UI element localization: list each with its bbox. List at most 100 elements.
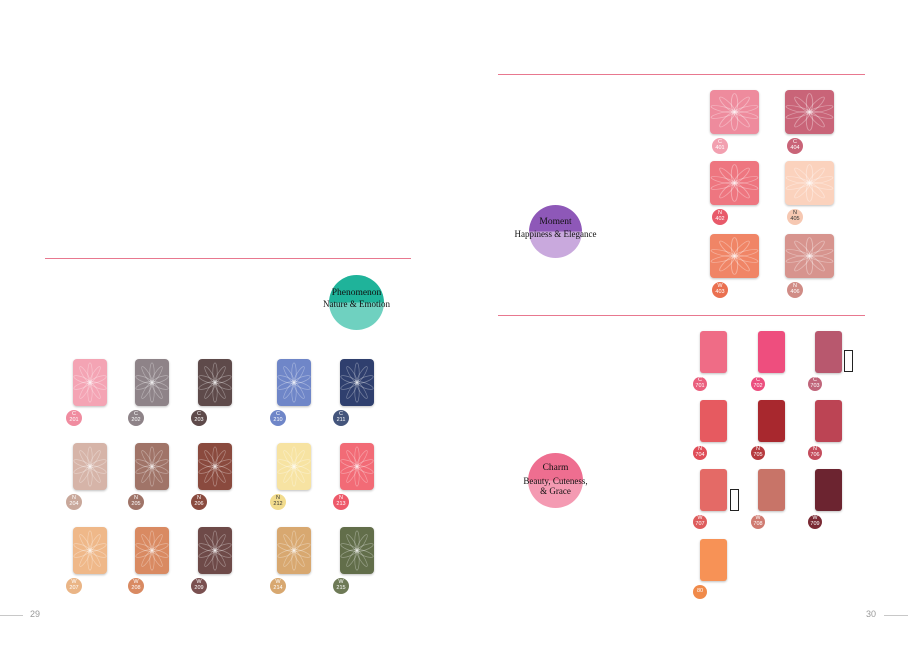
shade-number: 204: [69, 501, 79, 507]
shade-dot: N 405: [787, 209, 803, 225]
charm-subtitle-line2: & Grace: [540, 485, 571, 496]
eyeshadow-swatch: [340, 527, 374, 574]
shade-dot: W 214: [270, 578, 286, 594]
phenomenon-title: Phenomenon: [331, 287, 382, 298]
shade-code: N: [793, 210, 797, 217]
shade-dot: W 208: [128, 578, 144, 594]
shade-number: 709: [810, 521, 820, 527]
shade-number: 207: [69, 585, 79, 591]
shade-number: 215: [336, 585, 346, 591]
eyeshadow-swatch: [198, 359, 232, 406]
eyeshadow-swatch: [277, 527, 311, 574]
right-middle-rule: [498, 315, 865, 316]
shade-code: W: [812, 515, 818, 522]
shade-code: N: [813, 446, 817, 453]
shade-dot: N 706: [808, 446, 822, 460]
shade-dot: C 702: [751, 377, 765, 391]
shade-code: W: [275, 579, 281, 586]
shade-code: W: [697, 515, 703, 522]
shade-code: W: [717, 283, 723, 290]
shade-code: C: [698, 377, 702, 384]
lipstick-swatch: [700, 400, 727, 442]
charm-subtitle-line1: Beauty, Cuteness,: [523, 475, 588, 486]
shade-number: 212: [273, 501, 283, 507]
eyeshadow-swatch: [340, 359, 374, 406]
shade-dot: N 704: [693, 446, 707, 460]
left-top-rule: [45, 258, 411, 259]
right-page-number: 30: [866, 609, 877, 619]
shade-number: 201: [69, 417, 79, 423]
shade-code: C: [197, 411, 201, 418]
lipstick-swatch: [815, 469, 842, 511]
shade-dot: C 701: [693, 377, 707, 391]
shade-dot: N 402: [712, 209, 728, 225]
shade-number: 206: [194, 501, 204, 507]
eyeshadow-swatch: [340, 443, 374, 490]
lipstick-swatch: [700, 469, 727, 511]
eyeshadow-swatch: [135, 527, 169, 574]
shade-number: 211: [336, 417, 346, 423]
shade-code: C: [718, 139, 722, 146]
shade-dot: W 215: [333, 578, 349, 594]
shade-dot: W 707: [693, 515, 707, 529]
shade-dot: W 709: [808, 515, 822, 529]
shade-code: N: [339, 495, 343, 502]
shade-number: 701: [695, 383, 705, 389]
eyeshadow-swatch: [277, 443, 311, 490]
shade-code: W: [71, 579, 77, 586]
eyeshadow-swatch: [135, 443, 169, 490]
shade-dot: 80: [693, 585, 707, 599]
shade-dot: N 212: [270, 494, 286, 510]
shade-number: 213: [336, 501, 346, 507]
shade-number: 403: [715, 289, 725, 295]
eyeshadow-swatch: [198, 443, 232, 490]
shade-number: 214: [273, 585, 283, 591]
shade-number: 703: [810, 383, 820, 389]
blush-swatch: [785, 234, 834, 278]
shade-dot: C 703: [808, 377, 822, 391]
blush-swatch: [710, 90, 759, 134]
shade-number: 401: [715, 145, 725, 151]
shade-code: C: [276, 411, 280, 418]
lipstick-swatch: [758, 469, 785, 511]
marker-box: [844, 350, 853, 372]
shade-code: W: [196, 579, 202, 586]
left-page-line: [0, 615, 23, 616]
shade-code: W: [338, 579, 344, 586]
shade-dot: N 206: [191, 494, 207, 510]
shade-dot: N 406: [787, 282, 803, 298]
shade-number: 208: [131, 585, 141, 591]
right-page-line: [884, 615, 908, 616]
shade-code: W: [755, 515, 761, 522]
shade-number: 210: [273, 417, 283, 423]
shade-dot: C 401: [712, 138, 728, 154]
shade-number: 704: [695, 452, 705, 458]
charm-title: Charm: [542, 462, 569, 473]
shade-dot: C 203: [191, 410, 207, 426]
shade-number: 209: [194, 585, 204, 591]
shade-dot: N 205: [128, 494, 144, 510]
shade-number: 404: [790, 145, 800, 151]
shade-code: N: [197, 495, 201, 502]
shade-code: C: [813, 377, 817, 384]
shade-dot: N 213: [333, 494, 349, 510]
blush-swatch: [785, 161, 834, 205]
blush-swatch: [785, 90, 834, 134]
shade-dot: C 404: [787, 138, 803, 154]
shade-code: N: [72, 495, 76, 502]
shade-code: C: [756, 377, 760, 384]
shade-dot: C 201: [66, 410, 82, 426]
moment-badge: Moment Happiness & Elegance: [515, 205, 597, 258]
shade-number: 202: [131, 417, 141, 423]
lipstick-swatch: [700, 331, 727, 373]
right-top-rule: [498, 74, 865, 75]
moment-subtitle: Happiness & Elegance: [514, 228, 597, 239]
shade-code: N: [698, 446, 702, 453]
lipstick-swatch: [815, 400, 842, 442]
phenomenon-subtitle: Nature & Emotion: [323, 298, 390, 309]
eyeshadow-swatch: [73, 527, 107, 574]
eyeshadow-swatch: [135, 359, 169, 406]
shade-code: N: [134, 495, 138, 502]
charm-badge: Charm Beauty, Cuteness, & Grace: [523, 453, 588, 508]
shade-code: C: [134, 411, 138, 418]
